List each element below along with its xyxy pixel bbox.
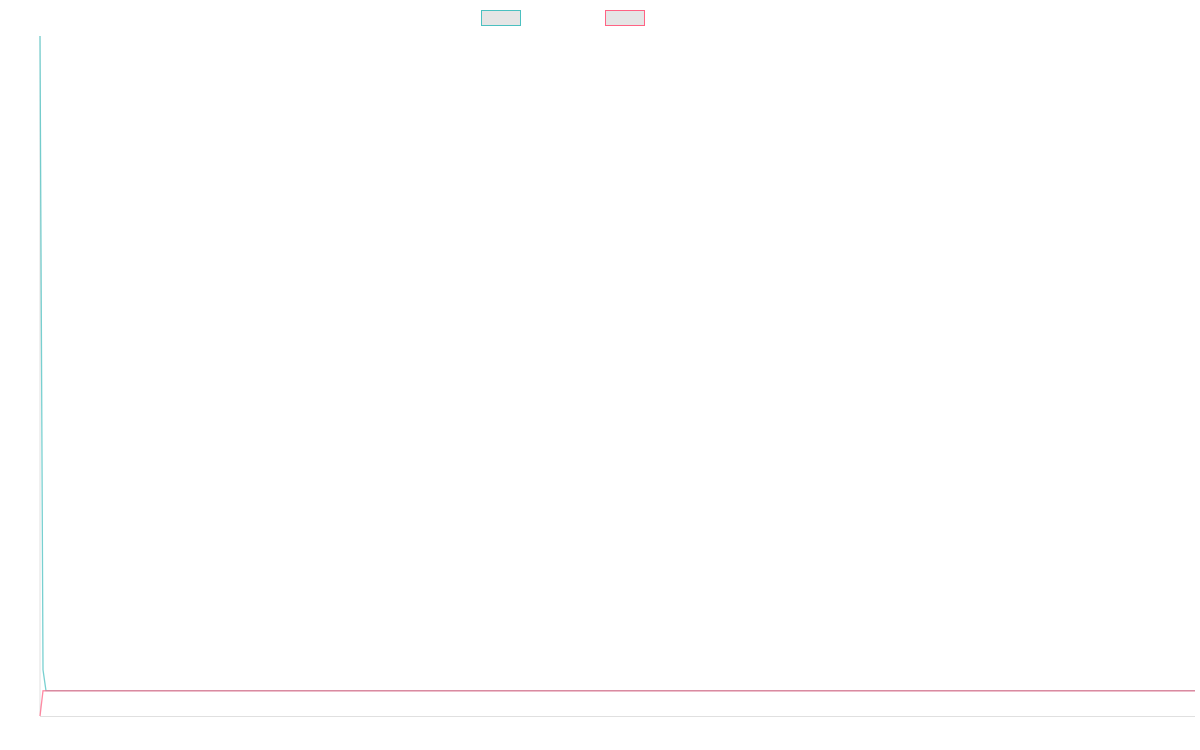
- series-lines: [39, 35, 1195, 717]
- legend: [481, 10, 645, 26]
- legend-item-2[interactable]: [605, 10, 645, 26]
- axes: [39, 36, 1195, 717]
- series-line-1: [39, 35, 1195, 692]
- legend-swatch: [481, 10, 521, 26]
- series-line-2: [39, 690, 1195, 717]
- legend-item-1[interactable]: [481, 10, 521, 26]
- legend-swatch: [605, 10, 645, 26]
